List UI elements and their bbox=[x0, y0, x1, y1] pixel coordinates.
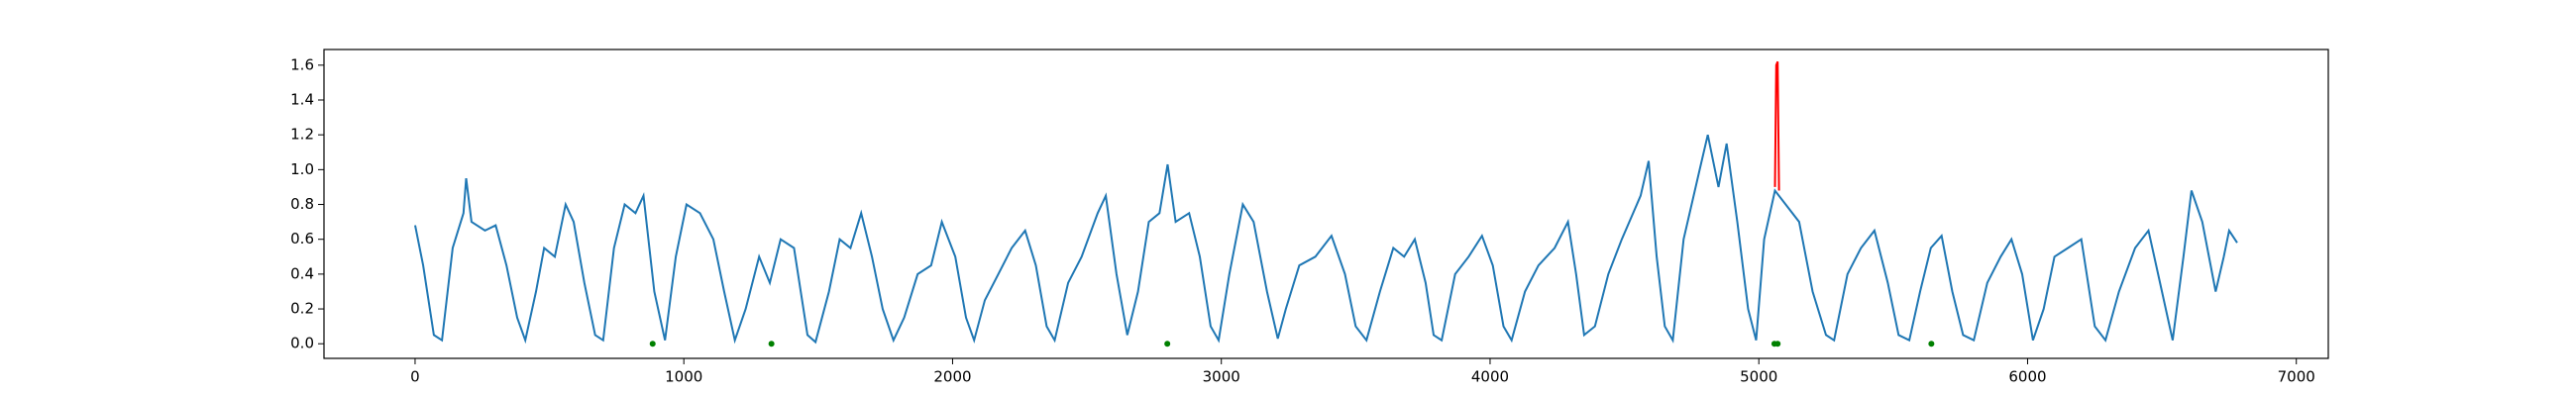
point bbox=[1164, 341, 1171, 347]
point bbox=[1928, 341, 1935, 347]
y-tick-label: 0.6 bbox=[290, 230, 314, 248]
x-tick-label: 3000 bbox=[1203, 368, 1240, 386]
series-line bbox=[1773, 60, 1780, 191]
point bbox=[649, 341, 656, 347]
x-tick-label: 1000 bbox=[665, 368, 702, 386]
point bbox=[768, 341, 775, 347]
y-tick-label: 0.8 bbox=[290, 195, 314, 213]
x-tick-label: 0 bbox=[410, 368, 420, 386]
x-tick-label: 6000 bbox=[2008, 368, 2046, 386]
plot-frame bbox=[323, 49, 2329, 359]
y-tick-label: 1.0 bbox=[290, 160, 314, 178]
x-tick-label: 7000 bbox=[2278, 368, 2315, 386]
x-tick-label: 4000 bbox=[1471, 368, 1509, 386]
y-tick-label: 0.0 bbox=[290, 335, 314, 352]
x-tick-label: 5000 bbox=[1740, 368, 1777, 386]
series-line bbox=[414, 134, 2238, 345]
y-tick-label: 1.6 bbox=[290, 55, 314, 73]
point bbox=[1774, 341, 1781, 347]
y-tick-label: 1.4 bbox=[290, 91, 314, 109]
y-tick-label: 1.2 bbox=[290, 126, 314, 144]
y-tick-label: 0.4 bbox=[290, 264, 314, 282]
x-tick-label: 2000 bbox=[933, 368, 971, 386]
y-tick-label: 0.2 bbox=[290, 300, 314, 318]
